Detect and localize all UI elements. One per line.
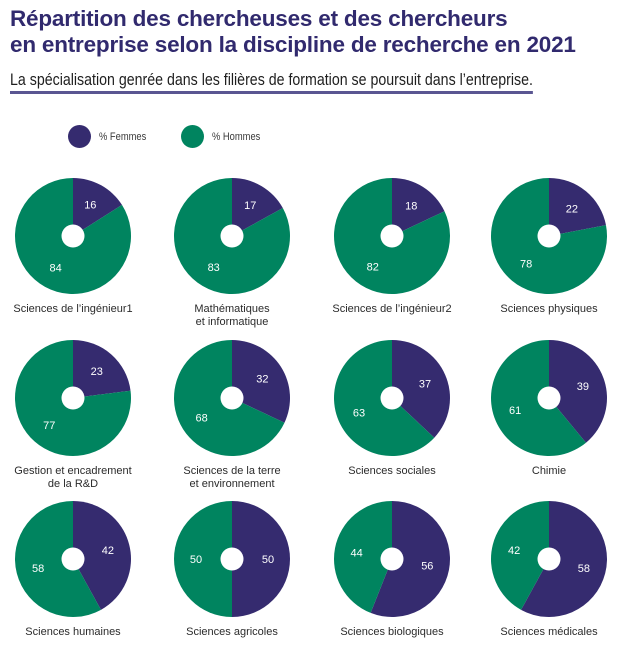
pie-center-hole [380,386,404,410]
pie-caption: Sciences biologiques [340,626,444,638]
pie-caption: Sciences humaines [25,626,121,638]
pie-slice-femmes [370,501,450,617]
data-label-hommes: 58 [32,563,44,575]
pie-slice-femmes [73,340,131,398]
pie-chart: 16 84 Sciences de l’ingénieur1 [13,178,133,315]
pie-slice-femmes [549,340,607,443]
pie-center-hole [220,386,244,410]
legend-swatch-femmes [68,125,91,148]
legend-item-femmes: % Femmes [68,125,155,148]
pie-chart: 18 82 Sciences de l’ingénieur2 [332,178,452,315]
pie-center-hole [380,224,404,248]
pie-caption: Sciences de la terre [183,465,280,477]
pie-slice-femmes [392,178,445,236]
pie-center-hole [537,224,561,248]
data-label-femmes: 37 [419,379,431,391]
pie-center-hole [220,224,244,248]
data-label-hommes: 61 [509,405,521,417]
pie-caption: Sciences agricoles [186,626,278,638]
data-label-hommes: 68 [196,412,208,424]
legend-label-femmes: % Femmes [99,130,147,143]
data-label-femmes: 18 [405,201,417,213]
data-label-hommes: 82 [367,261,379,273]
data-label-femmes: 58 [578,563,590,575]
pie-slice-hommes [174,501,232,617]
pie-chart: 22 78 Sciences physiques [491,178,607,315]
data-label-hommes: 83 [208,262,220,274]
pie-chart: 56 44 Sciences biologiques [333,501,450,638]
data-label-femmes: 42 [102,545,114,557]
pie-slice-femmes [392,340,450,438]
pie-caption: et environnement [190,478,275,490]
title-line-1: Répartition des chercheuses et des cherc… [10,6,508,31]
pie-slice-femmes [73,178,122,236]
pie-slice-hommes [490,501,549,610]
pie-slice-hommes [15,501,101,617]
chart-title: Répartition des chercheuses et des cherc… [10,6,576,58]
data-label-femmes: 23 [91,366,103,378]
pie-caption: Sciences de l’ingénieur1 [13,303,132,315]
data-label-femmes: 22 [566,203,578,215]
pie-center-hole [61,386,85,410]
pie-caption: Mathématiques [194,303,270,315]
legend-label-hommes: % Hommes [211,130,260,143]
pie-chart: 50 50 Sciences agricoles [174,501,290,638]
data-label-hommes: 84 [50,263,62,275]
legend-swatch-hommes [180,125,204,148]
data-label-hommes: 50 [190,554,202,566]
data-label-femmes: 16 [84,199,96,211]
pie-slice-hommes [333,501,392,613]
data-label-hommes: 78 [520,259,532,271]
pie-slice-femmes [521,501,607,617]
pie-caption: de la R&D [48,478,98,490]
pie-slice-femmes [232,501,290,617]
pie-center-hole [61,547,85,571]
pie-caption: Gestion et encadrement [14,465,131,477]
pie-center-hole [537,547,561,571]
pie-center-hole [380,547,404,571]
chart-subtitle: La spécialisation genrée dans les filièr… [10,70,533,94]
data-label-femmes: 56 [421,561,433,573]
data-label-hommes: 42 [508,545,520,557]
pie-center-hole [220,547,244,571]
pie-chart: 58 42 Sciences médicales [490,501,607,638]
pie-caption: Sciences médicales [500,626,598,638]
title-line-2: en entreprise selon la discipline de rec… [10,32,576,57]
pie-slice-femmes [232,340,290,423]
pie-chart: 39 61 Chimie [490,340,607,477]
pie-caption: Sciences physiques [500,303,598,315]
data-label-femmes: 50 [262,554,274,566]
legend-item-hommes: % Hommes [180,125,269,148]
pie-slice-femmes [73,501,132,610]
data-label-femmes: 39 [577,381,589,393]
pie-slice-femmes [549,178,606,236]
pie-chart: 42 58 Sciences humaines [15,501,132,638]
pie-caption: et informatique [196,316,269,328]
pie-center-hole [537,386,561,410]
data-label-hommes: 77 [43,420,55,432]
data-label-hommes: 63 [353,407,365,419]
pie-slice-femmes [232,178,283,236]
data-label-femmes: 32 [256,374,268,386]
data-label-hommes: 44 [351,547,363,559]
pie-caption: Sciences sociales [348,465,436,477]
pie-chart: 37 63 Sciences sociales [333,340,450,477]
pie-caption: Chimie [532,465,566,477]
data-label-femmes: 17 [244,200,256,212]
pie-center-hole [61,224,85,248]
pie-caption: Sciences de l’ingénieur2 [332,303,451,315]
legend: % Femmes % Hommes [68,125,294,148]
